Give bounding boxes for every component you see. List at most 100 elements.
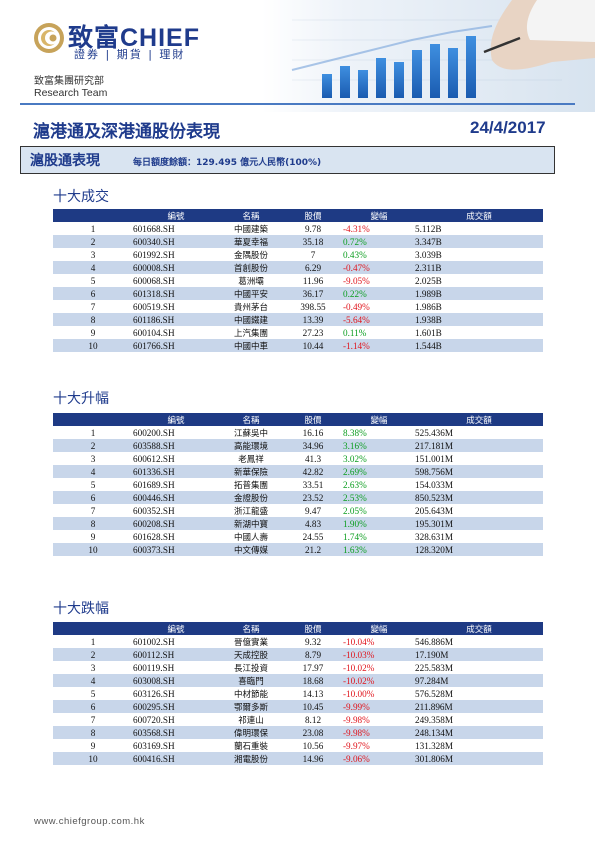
change-cell: -10.04% — [343, 635, 415, 648]
col-header-name: 名稱 — [219, 413, 283, 426]
rank-cell: 5 — [53, 478, 133, 491]
research-dept-en: Research Team — [34, 87, 108, 99]
stock-name-cell: 華夏幸福 — [219, 235, 283, 248]
price-cell: 9.32 — [283, 635, 343, 648]
rank-cell: 2 — [53, 439, 133, 452]
stock-name-cell: 晉億實業 — [219, 635, 283, 648]
table-row: 3 600612.SH 老鳳祥 41.3 3.02% 151.001M — [53, 452, 543, 465]
rank-cell: 6 — [53, 700, 133, 713]
price-cell: 17.97 — [283, 661, 343, 674]
change-cell: 1.90% — [343, 517, 415, 530]
price-cell: 27.23 — [283, 326, 343, 339]
price-cell: 35.18 — [283, 235, 343, 248]
change-cell: -10.02% — [343, 661, 415, 674]
rank-cell: 9 — [53, 326, 133, 339]
col-header-code: 編號 — [133, 622, 219, 635]
change-cell: 1.74% — [343, 530, 415, 543]
stock-name-cell: 新湖中寶 — [219, 517, 283, 530]
rank-cell: 4 — [53, 261, 133, 274]
rank-cell: 6 — [53, 491, 133, 504]
rank-cell: 10 — [53, 339, 133, 352]
turnover-cell: 525.436M — [415, 426, 543, 439]
price-cell: 24.55 — [283, 530, 343, 543]
change-cell: -10.02% — [343, 674, 415, 687]
turnover-cell: 3.039B — [415, 248, 543, 261]
stock-name-cell: 湘電股份 — [219, 752, 283, 765]
table-row: 8 603568.SH 偉明環保 23.08 -9.98% 248.134M — [53, 726, 543, 739]
stock-name-cell: 天成控股 — [219, 648, 283, 661]
footer-website[interactable]: www.chiefgroup.com.hk — [34, 816, 145, 827]
stock-code-cell: 600416.SH — [133, 752, 219, 765]
stock-name-cell: 中材節能 — [219, 687, 283, 700]
table-row: 2 600112.SH 天成控股 8.79 -10.03% 17.190M — [53, 648, 543, 661]
stock-name-cell: 老鳳祥 — [219, 452, 283, 465]
price-cell: 14.96 — [283, 752, 343, 765]
stock-name-cell: 浙江龍盛 — [219, 504, 283, 517]
table-row: 4 603008.SH 喜臨門 18.68 -10.02% 97.284M — [53, 674, 543, 687]
price-cell: 34.96 — [283, 439, 343, 452]
change-cell: 1.63% — [343, 543, 415, 556]
table-row: 1 600200.SH 江蘇吳中 16.16 8.38% 525.436M — [53, 426, 543, 439]
price-cell: 398.55 — [283, 300, 343, 313]
turnover-cell: 1.938B — [415, 313, 543, 326]
banner-title: 滬股通表現 — [30, 153, 100, 169]
rank-cell: 9 — [53, 530, 133, 543]
turnover-cell: 598.756M — [415, 465, 543, 478]
change-cell: -5.64% — [343, 313, 415, 326]
table-row: 4 600008.SH 首創股份 6.29 -0.47% 2.311B — [53, 261, 543, 274]
rank-cell: 10 — [53, 543, 133, 556]
rank-cell: 4 — [53, 465, 133, 478]
table-row: 8 601186.SH 中國鐵建 13.39 -5.64% 1.938B — [53, 313, 543, 326]
stock-name-cell: 中國建築 — [219, 222, 283, 235]
change-cell: -9.05% — [343, 274, 415, 287]
stock-name-cell: 鄂爾多斯 — [219, 700, 283, 713]
turnover-cell: 151.001M — [415, 452, 543, 465]
table-row: 1 601002.SH 晉億實業 9.32 -10.04% 546.886M — [53, 635, 543, 648]
price-cell: 7 — [283, 248, 343, 261]
change-cell: -9.97% — [343, 739, 415, 752]
stock-code-cell: 600112.SH — [133, 648, 219, 661]
stock-name-cell: 江蘇吳中 — [219, 426, 283, 439]
rank-cell: 2 — [53, 648, 133, 661]
stock-code-cell: 601318.SH — [133, 287, 219, 300]
stock-code-cell: 601186.SH — [133, 313, 219, 326]
price-cell: 10.44 — [283, 339, 343, 352]
col-header-name: 名稱 — [219, 209, 283, 222]
col-header-rank — [53, 413, 133, 426]
stock-code-cell: 600446.SH — [133, 491, 219, 504]
turnover-cell: 205.643M — [415, 504, 543, 517]
table-row: 2 603588.SH 高能環境 34.96 3.16% 217.181M — [53, 439, 543, 452]
stock-code-cell: 603588.SH — [133, 439, 219, 452]
table-row: 7 600352.SH 浙江龍盛 9.47 2.05% 205.643M — [53, 504, 543, 517]
stock-name-cell: 拓普集團 — [219, 478, 283, 491]
turnover-cell: 301.806M — [415, 752, 543, 765]
turnover-cell: 850.523M — [415, 491, 543, 504]
stock-name-cell: 中國鐵建 — [219, 313, 283, 326]
turnover-cell: 3.347B — [415, 235, 543, 248]
table-row: 2 600340.SH 華夏幸福 35.18 0.72% 3.347B — [53, 235, 543, 248]
table-row: 10 600416.SH 湘電股份 14.96 -9.06% 301.806M — [53, 752, 543, 765]
section-title-top-gainers: 十大升幅 — [53, 391, 109, 407]
stock-name-cell: 中國人壽 — [219, 530, 283, 543]
price-cell: 8.79 — [283, 648, 343, 661]
turnover-cell: 1.544B — [415, 339, 543, 352]
report-date: 24/4/2017 — [470, 118, 546, 137]
turnover-cell: 249.358M — [415, 713, 543, 726]
change-cell: 2.53% — [343, 491, 415, 504]
stock-code-cell: 601628.SH — [133, 530, 219, 543]
turnover-cell: 248.134M — [415, 726, 543, 739]
col-header-price: 股價 — [283, 622, 343, 635]
rank-cell: 6 — [53, 287, 133, 300]
summary-banner — [20, 146, 555, 174]
stock-code-cell: 600519.SH — [133, 300, 219, 313]
turnover-cell: 546.886M — [415, 635, 543, 648]
col-header-rank — [53, 622, 133, 635]
stock-code-cell: 600200.SH — [133, 426, 219, 439]
table-row: 6 601318.SH 中國平安 36.17 0.22% 1.989B — [53, 287, 543, 300]
rank-cell: 4 — [53, 674, 133, 687]
table-row: 6 600446.SH 金證股份 23.52 2.53% 850.523M — [53, 491, 543, 504]
turnover-cell: 211.896M — [415, 700, 543, 713]
price-cell: 10.45 — [283, 700, 343, 713]
price-cell: 23.08 — [283, 726, 343, 739]
rank-cell: 1 — [53, 426, 133, 439]
